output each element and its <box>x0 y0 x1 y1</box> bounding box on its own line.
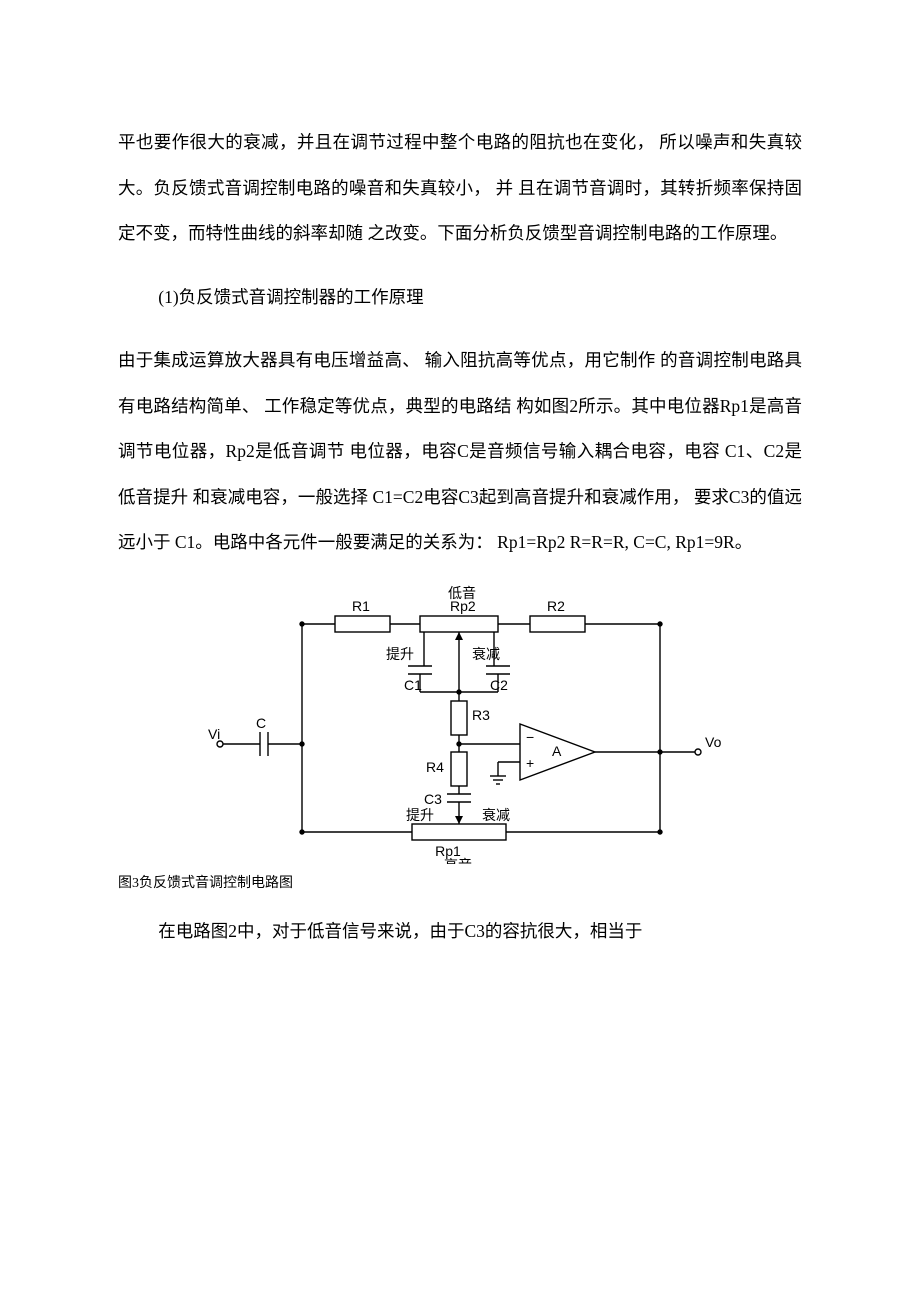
label-vi: Vi <box>208 726 220 742</box>
paragraph-2: 由于集成运算放大器具有电压增益高、 输入阻抗高等优点，用它制作 的音调控制电路具… <box>118 338 802 566</box>
document-page: 平也要作很大的衰减，并且在调节过程中整个电路的阻抗也在变化， 所以噪声和失真较大… <box>0 0 920 1052</box>
figure-caption: 图3负反馈式音调控制电路图 <box>118 873 802 895</box>
opamp-minus: − <box>526 729 534 745</box>
section-heading-1: (1)负反馈式音调控制器的工作原理 <box>118 275 802 321</box>
label-c3: C3 <box>424 791 442 807</box>
label-r4: R4 <box>426 759 444 775</box>
label-cut2: 衰减 <box>482 807 510 824</box>
label-r2: R2 <box>547 598 565 614</box>
label-c1: C1 <box>404 677 422 693</box>
label-treble: 高音 <box>444 857 472 864</box>
label-boost1: 提升 <box>386 647 414 663</box>
label-r1: R1 <box>352 598 370 614</box>
label-a: A <box>552 743 562 759</box>
paragraph-1: 平也要作很大的衰减，并且在调节过程中整个电路的阻抗也在变化， 所以噪声和失真较大… <box>118 120 802 257</box>
label-cut1: 衰减 <box>472 646 500 663</box>
label-r3: R3 <box>472 707 490 723</box>
label-c2: C2 <box>490 677 508 693</box>
label-bass: 低音 <box>448 585 476 602</box>
paragraph-3: 在电路图2中，对于低音信号来说，由于C3的容抗很大，相当于 <box>118 909 802 955</box>
label-rp1: Rp1 <box>435 843 461 859</box>
circuit-figure: Vi Vo C R1 R2 R3 R4 Rp1 Rp2 C1 C2 C3 A −… <box>118 584 802 869</box>
circuit-svg: Vi Vo C R1 R2 R3 R4 Rp1 Rp2 C1 C2 C3 A −… <box>190 584 730 864</box>
opamp-plus: + <box>526 755 534 771</box>
label-c: C <box>256 715 266 731</box>
label-vo: Vo <box>705 734 722 750</box>
label-boost2: 提升 <box>406 808 434 824</box>
